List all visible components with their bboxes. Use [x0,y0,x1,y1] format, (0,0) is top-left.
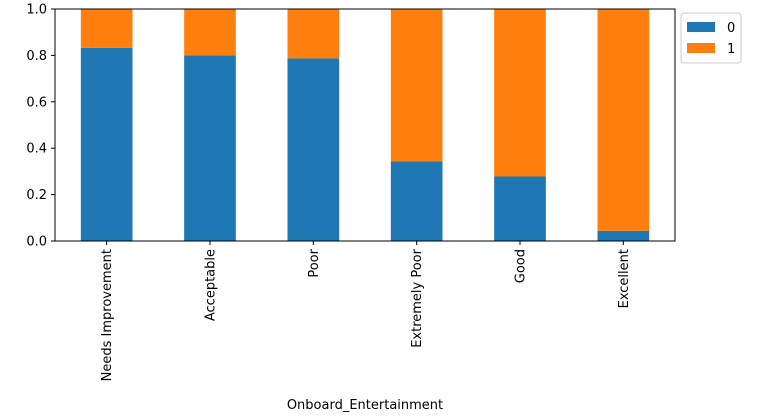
y-tick-label-0: 0.0 [26,235,47,250]
legend: 01 [680,12,742,64]
y-tick-label-3: 0.6 [26,95,47,110]
y-axis: 0.0 0.2 0.4 0.6 0.8 1.0 [26,3,55,250]
legend-swatch-1 [687,43,715,53]
bar-series-1-0 [80,9,133,48]
bar-series-0-0 [80,47,133,241]
bars-layer [80,9,650,242]
bar-series-1-4 [494,9,546,177]
bar-series-1-5 [597,9,650,231]
bar-series-1-1 [184,9,236,56]
bar-series-1-3 [390,9,443,162]
x-tick-label-0: Needs Improvement [100,249,115,381]
y-tick-label-2: 0.4 [26,142,47,157]
legend-swatch-0 [687,22,715,32]
legend-label-0: 0 [727,21,735,36]
bar-series-0-1 [184,55,236,242]
bar-series-0-2 [287,58,340,241]
y-tick-label-5: 1.0 [26,3,47,18]
y-tick-label-4: 0.8 [26,49,47,64]
bar-series-0-4 [494,176,546,241]
legend-label-1: 1 [727,42,735,57]
y-tick-label-1: 0.2 [26,188,47,203]
x-tick-label-5: Excellent [617,249,632,308]
x-tick-label-2: Poor [307,248,322,277]
x-axis: Needs Improvement Acceptable Poor Extremely… [100,241,632,381]
x-tick-label-3: Extremely Poor [410,248,425,347]
bar-series-0-5 [597,230,650,241]
bar-series-1-2 [287,9,340,59]
bar-series-0-3 [390,161,443,241]
x-tick-label-4: Good [514,249,529,283]
x-axis-label: Onboard_Entertainment [287,398,443,413]
plot-frame [54,8,676,242]
x-tick-label-1: Acceptable [204,249,219,321]
